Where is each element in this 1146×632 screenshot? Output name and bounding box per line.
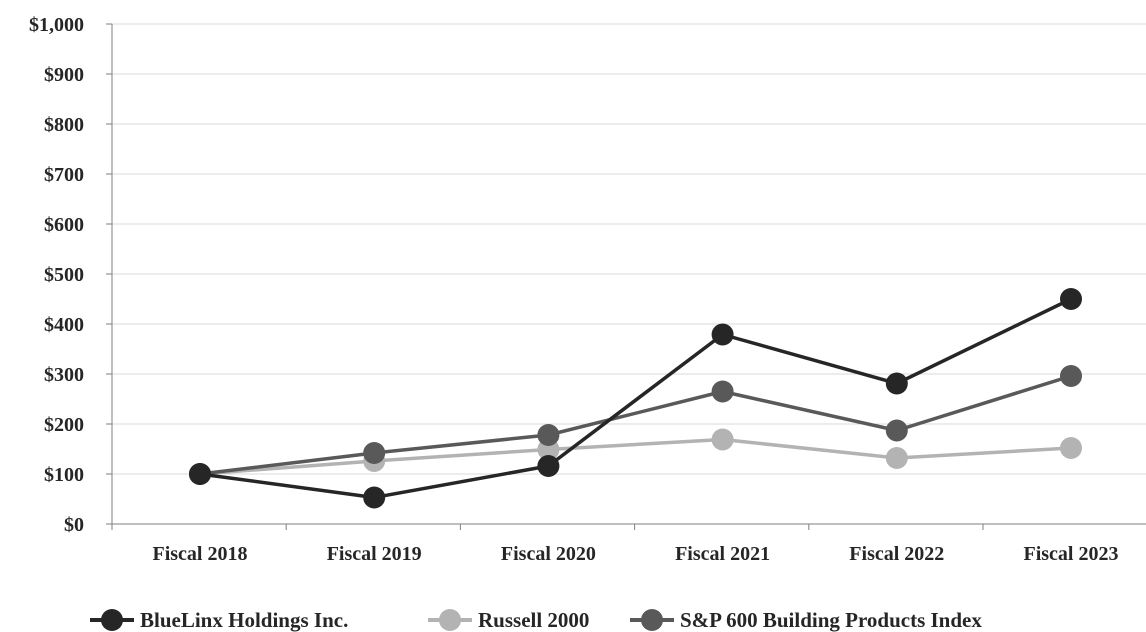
- data-point: [363, 442, 386, 464]
- data-point: [363, 486, 386, 509]
- legend-marker: [101, 609, 123, 631]
- data-point: [537, 424, 560, 446]
- data-point: [711, 323, 734, 346]
- axes: [106, 23, 1146, 530]
- x-tick-label: Fiscal 2020: [501, 543, 596, 565]
- y-tick-label: $800: [44, 114, 84, 136]
- x-tick-label: Fiscal 2022: [849, 543, 944, 565]
- y-tick-label: $300: [44, 364, 84, 386]
- data-point: [885, 372, 908, 395]
- y-axis-tick-labels: $0 $100 $200 $300 $400 $500 $600 $700 $800 $900 $1…: [29, 14, 84, 536]
- x-tick-label: Fiscal 2019: [327, 543, 422, 565]
- x-tick-label: Fiscal 2021: [675, 543, 770, 565]
- series-1: [189, 428, 1082, 485]
- series-line: [199, 297, 1072, 500]
- series-2: [189, 365, 1082, 485]
- x-tick-label: Fiscal 2023: [1024, 543, 1119, 565]
- y-tick-label: $200: [44, 414, 84, 436]
- y-tick-label: $900: [44, 64, 84, 86]
- data-point: [189, 463, 211, 485]
- legend: BlueLinx Holdings Inc. Russell 2000 S&P 60…: [90, 608, 982, 632]
- x-axis-tick-labels: Fiscal 2018 Fiscal 2019 Fiscal 2020 Fiscal …: [153, 543, 1119, 565]
- legend-label: S&P 600 Building Products Index: [680, 608, 982, 632]
- data-point: [885, 419, 908, 442]
- x-tick-label: Fiscal 2018: [153, 543, 248, 565]
- y-tick-label: $100: [44, 464, 84, 486]
- series-line: [199, 374, 1072, 476]
- legend-item: S&P 600 Building Products Index: [630, 608, 982, 632]
- y-tick-label: $700: [44, 164, 84, 186]
- y-tick-label: $600: [44, 214, 84, 236]
- y-tick-label: $0: [64, 514, 84, 536]
- data-point: [537, 455, 560, 477]
- y-tick-label: $1,000: [29, 14, 84, 36]
- data-point: [885, 447, 908, 469]
- series-line: [199, 437, 1072, 476]
- data-point: [711, 428, 734, 451]
- data-point: [1060, 288, 1082, 310]
- legend-item: BlueLinx Holdings Inc.: [90, 608, 348, 632]
- data-point: [1060, 437, 1082, 459]
- y-tick-label: $400: [44, 314, 84, 336]
- data-series: [189, 288, 1082, 509]
- y-tick-label: $500: [44, 264, 84, 286]
- legend-label: Russell 2000: [478, 608, 589, 632]
- data-point: [1060, 365, 1082, 387]
- legend-marker: [439, 609, 461, 631]
- data-point: [711, 380, 734, 403]
- gridlines: [112, 23, 1146, 475]
- series-0: [189, 288, 1082, 509]
- legend-label: BlueLinx Holdings Inc.: [140, 608, 348, 632]
- legend-item: Russell 2000: [428, 608, 589, 632]
- legend-marker: [641, 609, 663, 631]
